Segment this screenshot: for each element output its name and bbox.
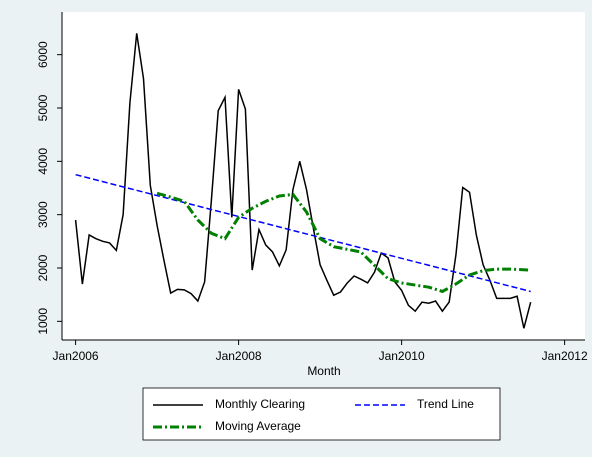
x-tick-label: Jan2010 bbox=[379, 349, 425, 363]
series-line bbox=[156, 191, 531, 294]
series-line bbox=[74, 33, 532, 329]
legend-label: Monthly Clearing bbox=[215, 397, 305, 411]
x-tick-label: Jan2006 bbox=[53, 349, 99, 363]
y-tick-label: 3000 bbox=[36, 201, 50, 228]
series-line bbox=[75, 173, 531, 293]
y-tick-label: 2000 bbox=[36, 254, 50, 281]
legend-label: Trend Line bbox=[417, 397, 474, 411]
y-tick-label: 6000 bbox=[36, 41, 50, 68]
legend-label: Moving Average bbox=[215, 419, 301, 433]
y-tick-label: 5000 bbox=[36, 94, 50, 121]
y-tick-label: 4000 bbox=[36, 148, 50, 175]
x-axis-title: Month bbox=[307, 364, 340, 378]
y-tick-label: 1000 bbox=[36, 308, 50, 335]
x-tick-label: Jan2012 bbox=[542, 349, 588, 363]
legend bbox=[142, 387, 501, 441]
x-tick-label: Jan2008 bbox=[216, 349, 262, 363]
